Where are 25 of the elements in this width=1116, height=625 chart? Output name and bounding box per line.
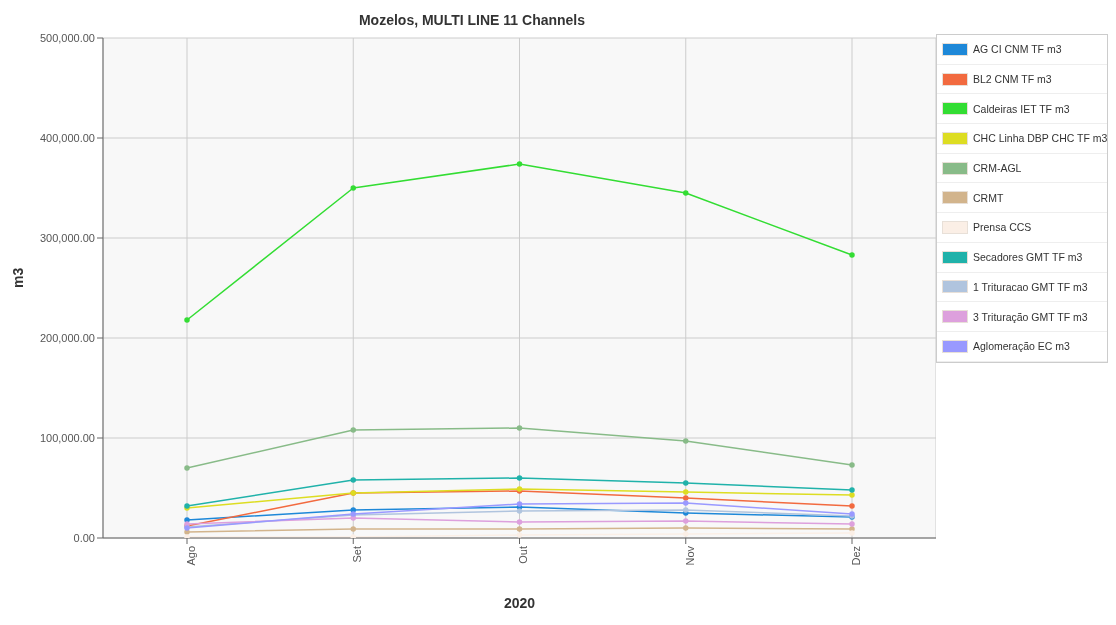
x-tick-label: Out — [517, 546, 530, 564]
x-tick-label: Nov — [683, 545, 696, 566]
legend-label: BL2 CNM TF m3 — [973, 73, 1052, 86]
y-axis-title: m3 — [9, 267, 26, 288]
legend-label: 1 Trituracao GMT TF m3 — [973, 280, 1088, 293]
legend-label: Caldeiras IET TF m3 — [973, 102, 1070, 115]
y-tick-label: 200,000.00 — [39, 331, 95, 344]
y-tick-label: 300,000.00 — [39, 231, 95, 244]
legend-label: CRMT — [973, 191, 1004, 204]
x-tick-label: Ago — [184, 546, 197, 566]
y-tick-label: 100,000.00 — [39, 431, 95, 444]
legend-label: AG CI CNM TF m3 — [973, 43, 1062, 56]
legend-label: Aglomeração EC m3 — [973, 340, 1070, 353]
legend-label: CHC Linha DBP CHC TF m3 — [973, 132, 1108, 145]
chart-title: Mozelos, MULTI LINE 11 Channels — [357, 12, 587, 28]
x-axis-title: 2020 — [503, 595, 536, 611]
legend-label: CRM-AGL — [973, 162, 1022, 175]
x-tick-label: Set — [351, 546, 364, 563]
legend-label: 3 Trituração GMT TF m3 — [973, 310, 1088, 323]
x-tick-label: Dez — [849, 546, 862, 566]
y-tick-label: 500,000.00 — [39, 31, 95, 44]
y-tick-label: 400,000.00 — [39, 131, 95, 144]
legend-label: Prensa CCS — [973, 221, 1032, 234]
y-tick-label: 0.00 — [73, 531, 95, 544]
legend-label: Secadores GMT TF m3 — [973, 251, 1083, 264]
